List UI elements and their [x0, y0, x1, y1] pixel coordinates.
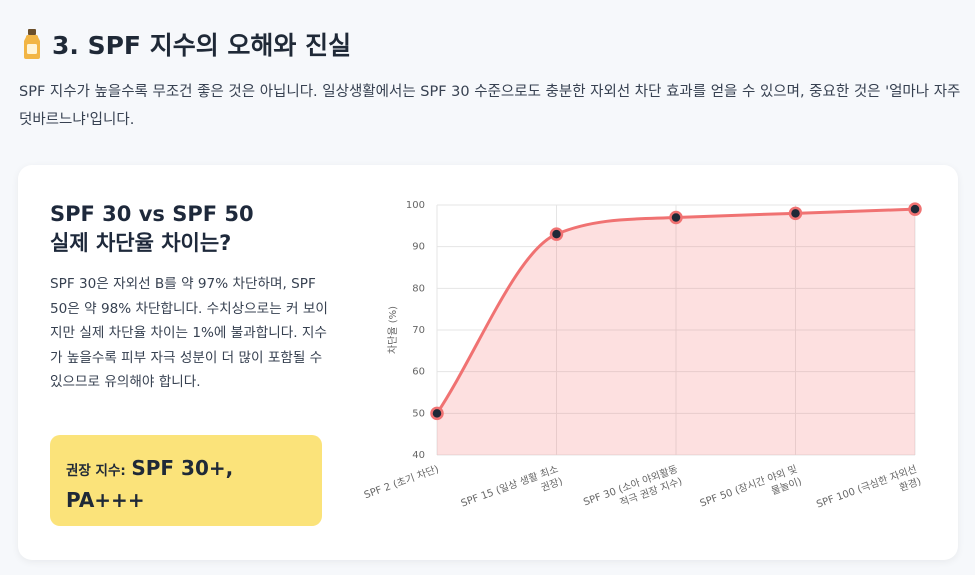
y-tick-label: 70: [412, 325, 425, 336]
y-tick-label: 80: [412, 283, 425, 294]
y-axis-label: 차단율 (%): [387, 306, 399, 354]
point: [669, 210, 683, 225]
point: [430, 406, 444, 421]
y-tick-label: 40: [412, 450, 425, 461]
recommendation-value: SPF 30+, PA+++: [66, 456, 234, 512]
section-title: 3. SPF 지수의 오해와 진실: [52, 31, 352, 60]
card-title-line: 실제 차단율 차이는?: [50, 231, 232, 255]
y-tick-label: 50: [412, 408, 425, 419]
card-body: SPF 30은 자외선 B를 약 97% 차단하며, SPF 50은 약 98%…: [50, 276, 328, 390]
point: [908, 202, 922, 216]
x-tick-label: SPF 2 (초기 차단): [362, 463, 440, 501]
recommendation-box: 권장 지수: SPF 30+, PA+++: [50, 435, 322, 526]
point: [788, 206, 803, 221]
y-tick-label: 60: [412, 367, 425, 378]
line: [435, 207, 916, 415]
card-title: SPF 30 vs SPF 50 실제 차단율 차이는?: [50, 200, 254, 258]
section-description: SPF 지수가 높을수록 무조건 좋은 것은 아닙니다. 일상생활에서는 SPF…: [19, 84, 961, 128]
y-tick-label: 100: [406, 200, 425, 211]
bottle-icon: [24, 29, 40, 59]
y-tick-label: 90: [412, 242, 425, 253]
recommendation-label: 권장 지수:: [66, 463, 126, 479]
point: [549, 227, 564, 241]
area: [437, 209, 915, 455]
card-title-line: SPF 30 vs SPF 50: [50, 202, 254, 226]
